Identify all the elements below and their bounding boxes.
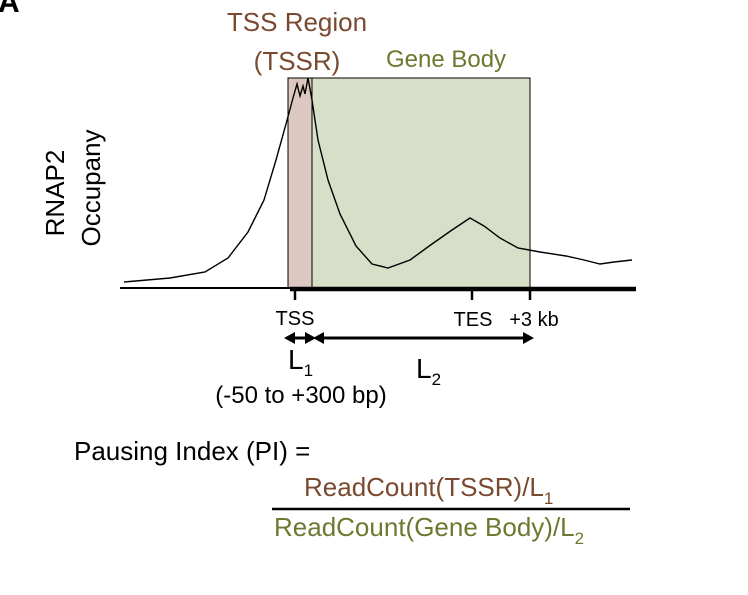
l2-arrow bbox=[313, 332, 534, 344]
tssr-title-line1: TSS Region bbox=[227, 7, 367, 37]
tssr-region bbox=[287, 77, 313, 289]
tss-tick-label: TSS bbox=[276, 308, 315, 330]
numerator-subscript: 1 bbox=[544, 489, 553, 508]
y-axis-label-line1: RNAP2 bbox=[40, 150, 70, 237]
occupancy-curve bbox=[123, 77, 633, 283]
l2-subscript: 2 bbox=[432, 370, 441, 389]
denominator-subscript: 2 bbox=[575, 529, 584, 548]
tssr-title-line2: (TSSR) bbox=[254, 46, 341, 76]
l1-subscript: 1 bbox=[304, 361, 313, 380]
formula-denominator: ReadCount(Gene Body)/L2 bbox=[274, 512, 584, 548]
formula-lhs: Pausing Index (PI) = bbox=[74, 436, 310, 466]
panel-label: A bbox=[0, 0, 20, 19]
formula-numerator: ReadCount(TSSR)/L1 bbox=[304, 472, 553, 508]
tssr-range-label: (-50 to +300 bp) bbox=[215, 382, 386, 409]
y-axis-label-line2: Occupany bbox=[76, 129, 106, 246]
plus3kb-tick-label: +3 kb bbox=[509, 309, 558, 331]
l2-label: L2 bbox=[416, 353, 441, 389]
l1-arrow bbox=[284, 332, 316, 344]
tes-tick-label: TES bbox=[454, 309, 493, 331]
l1-label: L1 bbox=[288, 344, 313, 380]
gene-body-title: Gene Body bbox=[386, 46, 506, 73]
gene-body-region bbox=[311, 77, 531, 289]
